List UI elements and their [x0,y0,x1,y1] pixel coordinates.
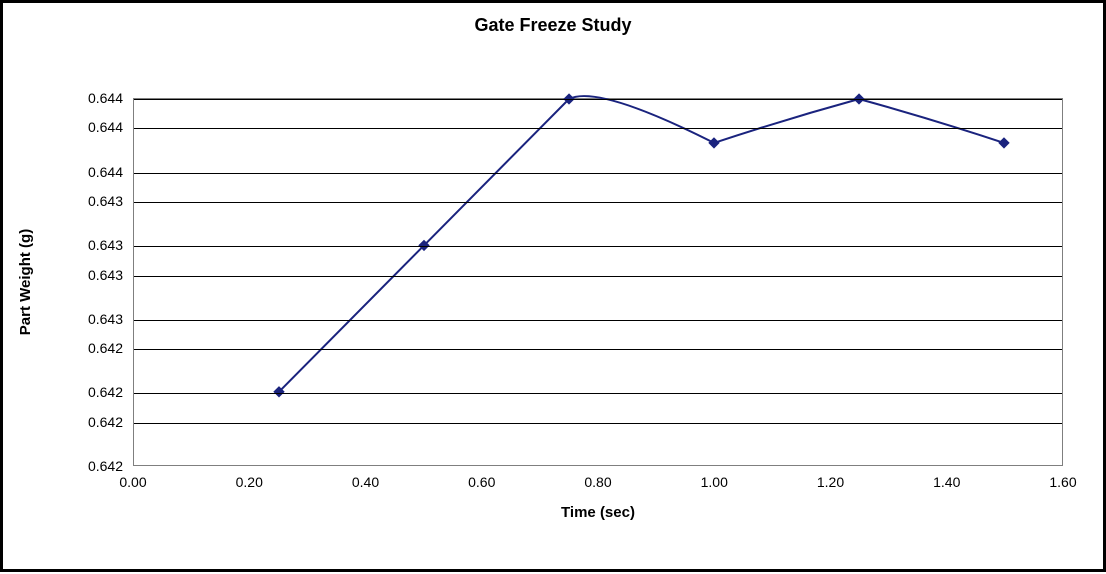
gridline [134,202,1062,203]
x-tick-label: 0.40 [352,474,379,490]
y-tick-label: 0.642 [3,458,123,474]
x-tick-label: 1.00 [701,474,728,490]
y-tick-label: 0.644 [3,119,123,135]
y-tick-label: 0.642 [3,414,123,430]
x-axis-title: Time (sec) [133,504,1063,521]
gridline [134,276,1062,277]
x-tick-label: 0.60 [468,474,495,490]
gridline [134,423,1062,424]
x-tick-label: 1.60 [1049,474,1076,490]
gridline [134,173,1062,174]
series-marker [709,138,719,148]
chart-title: Gate Freeze Study [3,3,1103,42]
plot-wrapper: Part Weight (g) Time (sec) 0.6420.6420.6… [3,42,1103,574]
y-tick-label: 0.644 [3,90,123,106]
y-tick-label: 0.643 [3,193,123,209]
series-line [279,96,1004,392]
x-tick-label: 1.20 [817,474,844,490]
x-tick-label: 1.40 [933,474,960,490]
x-tick-label: 0.00 [119,474,146,490]
plot-area [133,98,1063,466]
series-svg [134,99,1062,465]
y-tick-label: 0.643 [3,237,123,253]
x-tick-label: 0.80 [584,474,611,490]
chart-frame: Gate Freeze Study Part Weight (g) Time (… [0,0,1106,572]
gridline [134,246,1062,247]
gridline [134,99,1062,100]
y-tick-label: 0.642 [3,384,123,400]
series-marker [999,138,1009,148]
y-tick-label: 0.643 [3,311,123,327]
gridline [134,320,1062,321]
y-tick-label: 0.642 [3,340,123,356]
gridline [134,128,1062,129]
y-tick-label: 0.644 [3,164,123,180]
gridline [134,393,1062,394]
gridline [134,349,1062,350]
y-tick-label: 0.643 [3,267,123,283]
x-tick-label: 0.20 [236,474,263,490]
